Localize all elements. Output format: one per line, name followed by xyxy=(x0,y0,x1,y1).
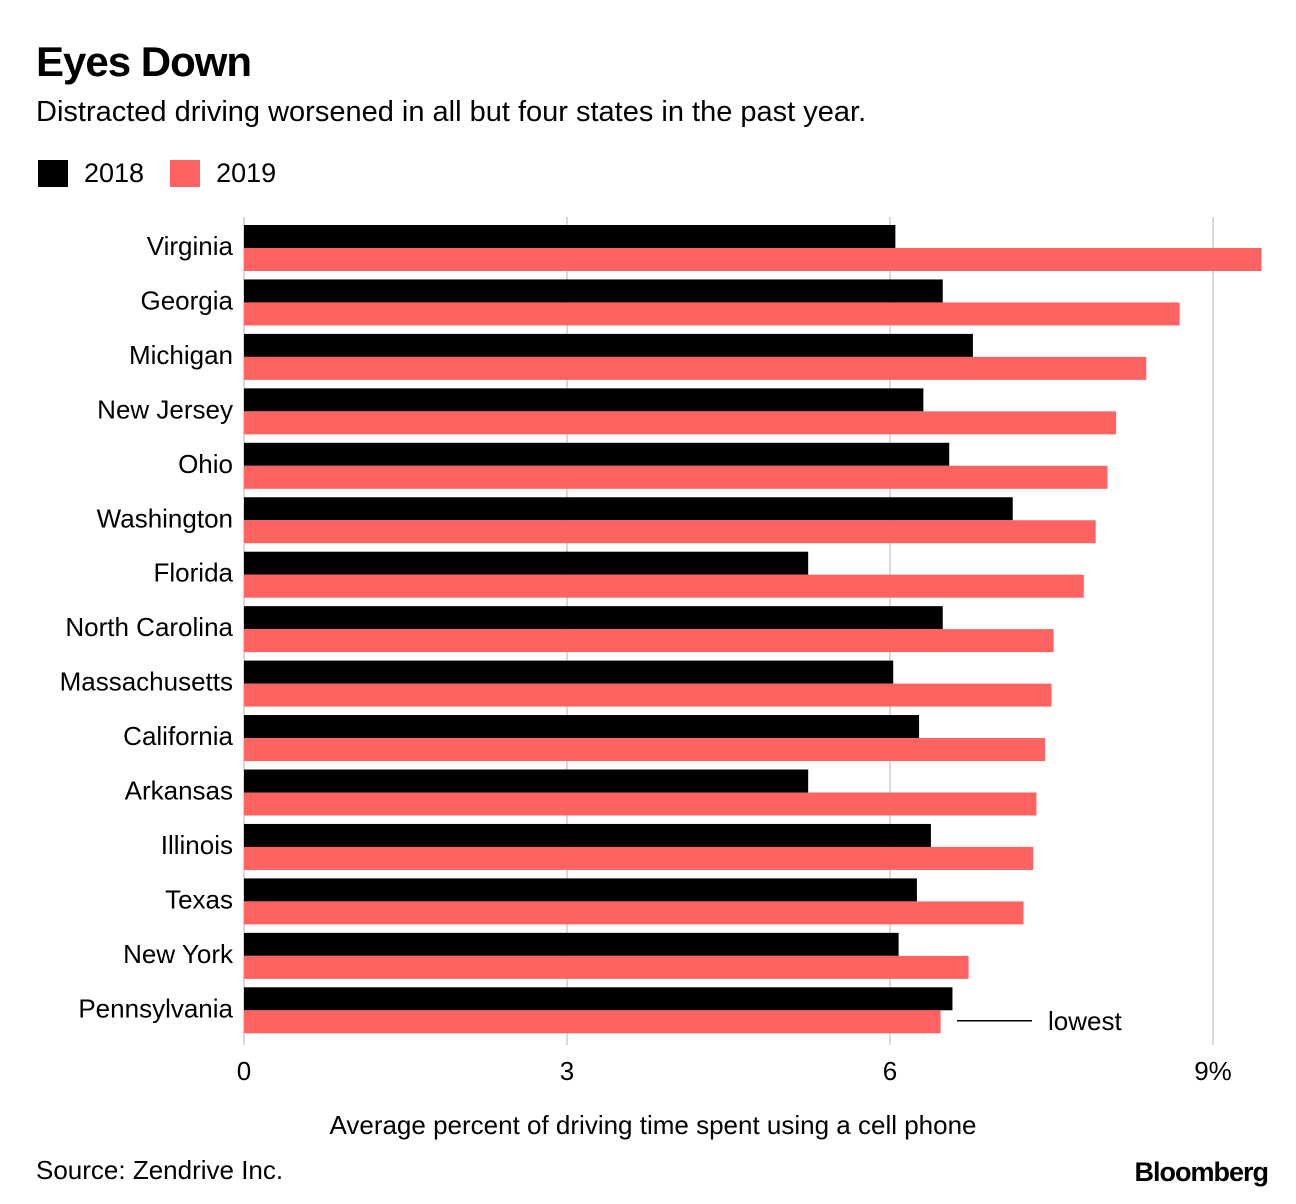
bar-2019 xyxy=(244,574,1084,598)
bar-2019 xyxy=(244,520,1096,544)
bar-2018 xyxy=(244,606,943,630)
category-label: Texas xyxy=(165,884,233,914)
category-label: California xyxy=(123,721,233,751)
x-tick-label: 6 xyxy=(883,1056,897,1086)
category-label: Georgia xyxy=(141,285,234,315)
bar-2019 xyxy=(244,629,1054,653)
bar-2018 xyxy=(244,769,809,793)
bar-2018 xyxy=(244,497,1013,521)
category-label: Illinois xyxy=(161,830,233,860)
bar-2018 xyxy=(244,932,899,956)
x-tick-label: 3 xyxy=(560,1056,574,1086)
category-label: Arkansas xyxy=(125,776,233,806)
legend-swatch-2018 xyxy=(38,160,68,187)
bar-2019 xyxy=(244,846,1034,870)
bar-2019 xyxy=(244,465,1108,489)
legend-item-2018: 2018 xyxy=(38,158,144,189)
category-label: Virginia xyxy=(147,231,234,261)
bar-2018 xyxy=(244,660,894,684)
category-label: Massachusetts xyxy=(60,667,233,697)
bar-2019 xyxy=(244,302,1180,326)
bar-2019 xyxy=(244,411,1117,435)
category-label: New Jersey xyxy=(97,394,233,424)
legend: 2018 2019 xyxy=(38,158,302,189)
x-tick-label: 9% xyxy=(1194,1056,1232,1086)
category-label: Michigan xyxy=(129,340,233,370)
bar-2019 xyxy=(244,1010,941,1034)
bar-2019 xyxy=(244,792,1037,816)
x-tick-label: 0 xyxy=(237,1056,251,1086)
bloomberg-logo: Bloomberg xyxy=(1134,1157,1269,1187)
bar-2019 xyxy=(244,738,1046,762)
bar-2019 xyxy=(244,901,1024,925)
bar-2018 xyxy=(244,823,931,847)
chart-subtitle: Distracted driving worsened in all but f… xyxy=(36,96,867,128)
bar-2019 xyxy=(244,248,1262,271)
category-label: Washington xyxy=(97,503,233,533)
chart-title: Eyes Down xyxy=(36,38,252,85)
category-label: North Carolina xyxy=(65,612,233,642)
annotation-label: lowest xyxy=(1048,1006,1122,1036)
bar-2019 xyxy=(244,683,1052,707)
category-label: Pennsylvania xyxy=(78,993,233,1023)
legend-label-2019: 2019 xyxy=(216,158,277,188)
bar-2018 xyxy=(244,551,809,575)
category-label: Florida xyxy=(154,558,234,588)
legend-item-2019: 2019 xyxy=(170,158,276,189)
bar-2018 xyxy=(244,279,943,303)
bar-2019 xyxy=(244,955,969,979)
x-axis-label: Average percent of driving time spent us… xyxy=(329,1110,977,1140)
bar-2018 xyxy=(244,442,950,466)
bar-2018 xyxy=(244,225,896,248)
bar-2018 xyxy=(244,333,973,357)
source-note: Source: Zendrive Inc. xyxy=(36,1155,284,1185)
legend-label-2018: 2018 xyxy=(84,158,145,188)
bar-2018 xyxy=(244,878,917,902)
bar-2018 xyxy=(244,987,953,1011)
legend-swatch-2019 xyxy=(170,160,201,187)
category-label: Ohio xyxy=(178,449,233,479)
category-label: New York xyxy=(123,939,234,969)
bar-2018 xyxy=(244,388,924,412)
bar-2019 xyxy=(244,356,1147,380)
bar-2018 xyxy=(244,715,920,739)
